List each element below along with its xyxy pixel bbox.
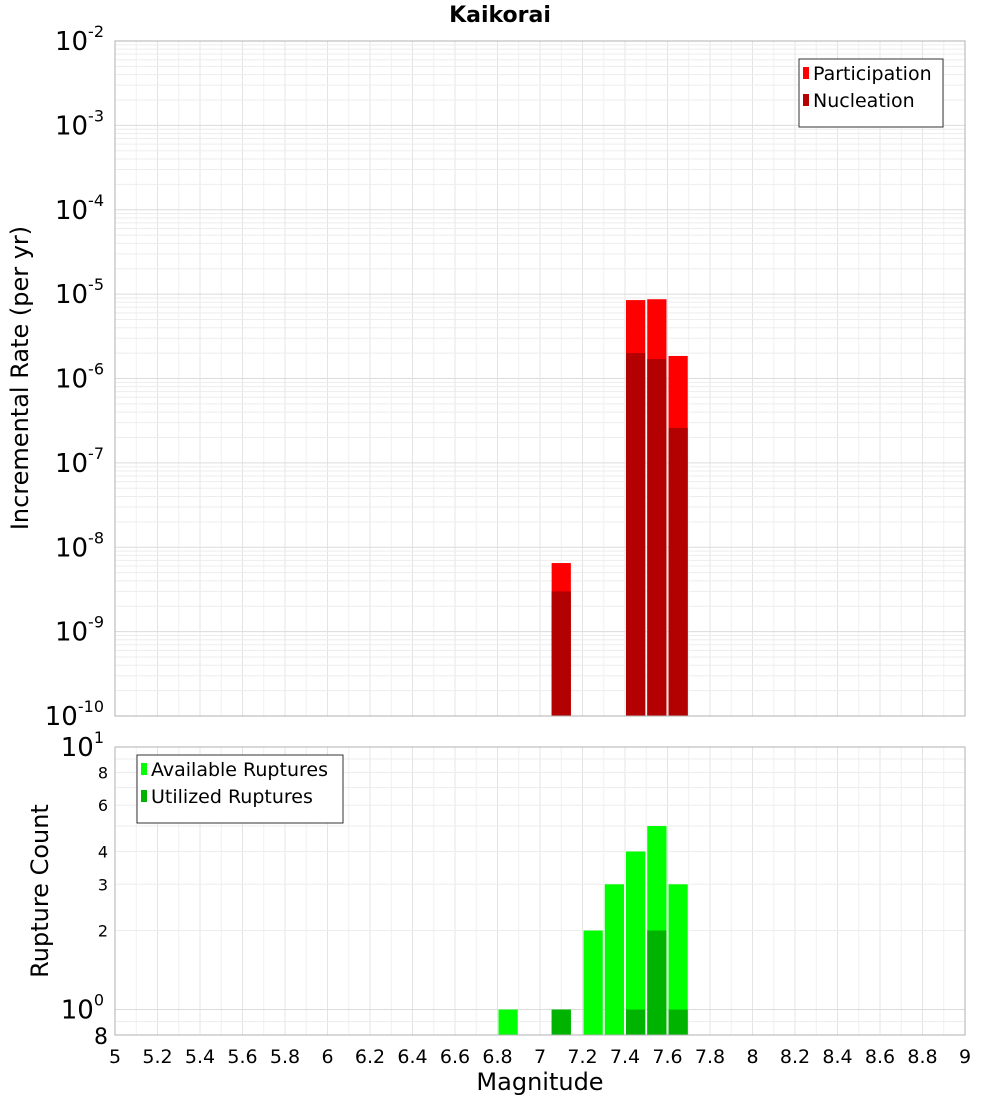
x-tick-label: 7.8	[695, 1046, 725, 1068]
x-tick-label: 8.6	[865, 1046, 895, 1068]
panel1-y-tick-label: 10-8	[55, 528, 104, 563]
panel1-legend-box	[798, 58, 944, 128]
x-tick-label: 6.6	[440, 1046, 470, 1068]
x-tick-label: 6.4	[397, 1046, 427, 1068]
panel1-y-tick-label: 10-4	[55, 191, 104, 226]
panel1-bar-nucleation	[551, 591, 571, 716]
panel2-bar-utilized-ruptures	[647, 930, 667, 1035]
panel1-y-tick-label: 10-6	[55, 360, 104, 395]
panel2-bar-available-ruptures	[604, 884, 624, 1035]
panel2-y-tick-label: 6	[98, 796, 108, 815]
panel1-bar-nucleation	[668, 427, 688, 716]
panel2-y-tick-label: 3	[98, 875, 108, 894]
panel2-y-tick-label: 100	[61, 991, 104, 1026]
x-tick-label: 8.4	[822, 1046, 852, 1068]
panel2-bar-available-ruptures	[498, 1009, 518, 1035]
x-tick-label: 5	[109, 1046, 121, 1068]
panel2-legend-swatch	[141, 763, 147, 775]
panel2-bar-utilized-ruptures	[626, 1009, 646, 1035]
panel2-y-tick-label: 101	[61, 728, 104, 763]
panel2-y-tick-label: 8	[94, 1025, 108, 1050]
panel1-bar-nucleation	[626, 353, 646, 716]
panel1-y-tick-label: 10-10	[45, 697, 104, 732]
panel1-plot-border	[114, 40, 966, 717]
panel1-legend-label: Participation	[813, 63, 932, 85]
panel2-bar-available-ruptures	[626, 851, 646, 1035]
x-tick-label: 7.2	[567, 1046, 597, 1068]
panel2-bar-available-ruptures	[583, 930, 603, 1035]
x-tick-label: 5.4	[185, 1046, 215, 1068]
panel1-legend-swatch	[803, 94, 809, 106]
panel2-y-axis-label: Rupture Count	[26, 804, 54, 978]
panel1-y-tick-label: 10-3	[55, 106, 104, 141]
panel2-legend-label: Utilized Ruptures	[151, 786, 313, 808]
panel2-legend: Available Ruptures Utilized Ruptures	[136, 754, 344, 824]
panel2-legend-swatch	[141, 790, 147, 802]
panel1-bar-nucleation	[647, 359, 667, 716]
panel2-y-tick-label: 4	[98, 842, 108, 861]
panel1-y-axis-label: Incremental Rate (per yr)	[6, 226, 34, 530]
panel2-legend-box	[136, 754, 344, 824]
panel2-bar-available-ruptures	[668, 884, 688, 1035]
x-axis-label: Magnitude	[476, 1068, 603, 1096]
x-tick-label: 8	[746, 1046, 758, 1068]
x-tick-label: 6.2	[355, 1046, 385, 1068]
panel2-y-tick-label: 8	[98, 763, 108, 782]
x-tick-label: 9	[959, 1046, 971, 1068]
x-tick-label: 6	[321, 1046, 333, 1068]
x-tick-label: 5.6	[227, 1046, 257, 1068]
panel2-bar-utilized-ruptures	[668, 1009, 688, 1035]
x-tick-label: 5.8	[270, 1046, 300, 1068]
x-tick-label: 8.2	[780, 1046, 810, 1068]
panel1-legend: Participation Nucleation	[798, 58, 944, 128]
panel1-y-tick-label: 10-9	[55, 613, 104, 648]
x-tick-label: 8.8	[907, 1046, 937, 1068]
panel2-legend-label: Available Ruptures	[151, 759, 328, 781]
panel1-y-tick-label: 10-7	[55, 444, 104, 479]
chart-title: Kaikorai	[449, 3, 551, 28]
panel2-y-tick-label: 2	[98, 922, 108, 941]
panel1-y-tick-label: 10-2	[55, 22, 104, 57]
panel1-legend-swatch	[803, 67, 809, 79]
panel1-y-tick-label: 10-5	[55, 275, 104, 310]
x-tick-label: 5.2	[142, 1046, 172, 1068]
panel1-legend-label: Nucleation	[813, 90, 915, 112]
panel2-bar-utilized-ruptures	[551, 1009, 571, 1035]
panel2-plot-border	[114, 746, 966, 1036]
x-tick-label: 7.6	[652, 1046, 682, 1068]
x-tick-label: 7	[534, 1046, 546, 1068]
x-tick-label: 6.8	[482, 1046, 512, 1068]
x-tick-label: 7.4	[610, 1046, 640, 1068]
